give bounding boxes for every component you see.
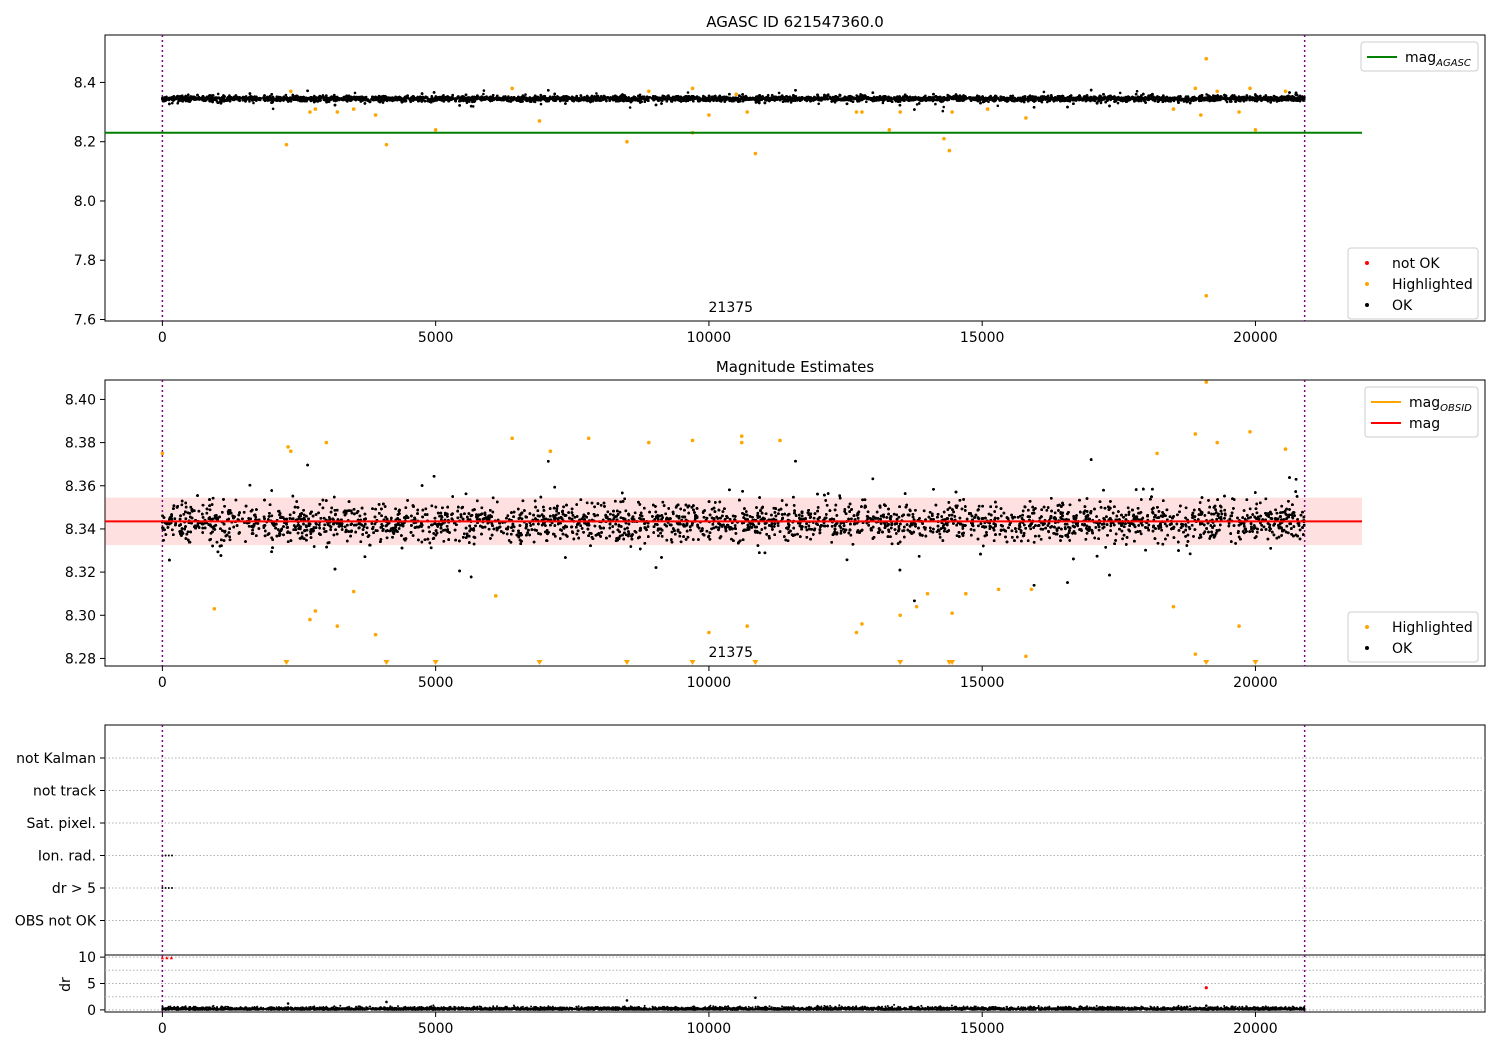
ok-point [216,92,220,96]
ok-point [595,92,598,95]
ok-point [881,101,885,105]
ok-point [539,102,543,106]
ok-point [482,89,486,92]
ok-point [628,106,632,109]
ok-point [1118,91,1122,95]
ok-point [686,91,690,94]
ok-point [723,100,726,104]
ok-point [524,93,527,96]
ok-point [1135,89,1139,93]
ok-point [176,102,179,105]
ok-point [865,100,868,104]
ok-point [777,91,781,95]
ok-point [942,105,945,109]
ok-point [934,102,937,106]
ok-point [465,101,469,105]
ok-point [833,101,837,104]
ok-point [770,93,774,97]
axes-frame [104,34,1486,322]
ok-point [171,101,174,105]
ok-point [353,91,357,95]
ok-point [941,109,945,113]
ok-point [817,102,820,106]
ok-point [248,100,251,103]
ok-point [252,101,255,105]
ok-point [1205,93,1208,96]
ok-point [1099,101,1103,105]
ok-point [996,104,1000,108]
ok-point [482,92,485,96]
ok-point [789,101,793,104]
ok-point [1042,90,1046,94]
figure-title: AGASC ID 621547360.0 [706,13,884,31]
ok-point [915,103,919,106]
ok-point [284,93,288,97]
ok-point [271,107,275,111]
ok-point [187,93,190,96]
ok-point [1116,101,1120,105]
ok-point [987,100,990,103]
